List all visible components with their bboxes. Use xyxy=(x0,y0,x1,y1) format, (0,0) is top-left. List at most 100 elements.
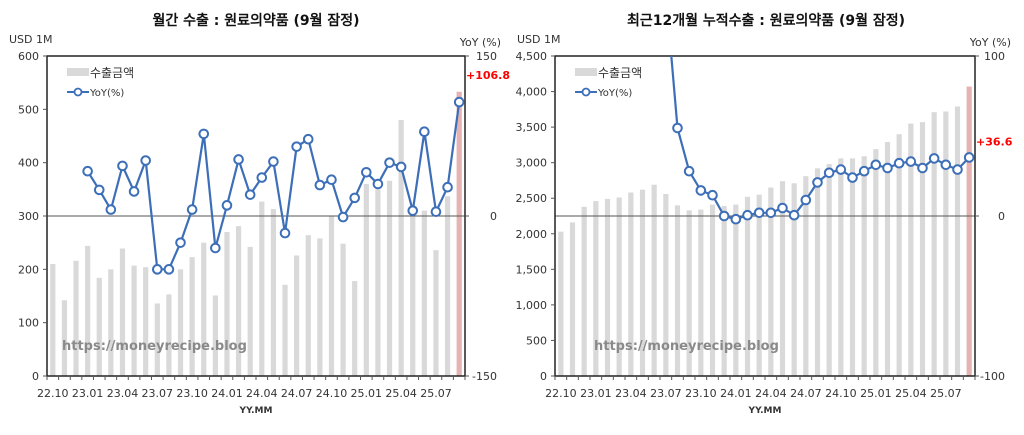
yoy-point-24.10 xyxy=(835,164,847,175)
x-tick-label: 23.10 xyxy=(176,387,208,400)
yoy-point-25.03 xyxy=(893,157,905,169)
bar-24.03 xyxy=(247,246,253,376)
chart-title: 최근12개월 누적수출 : 원료의약품 (9월 잠정) xyxy=(627,12,905,29)
y-tick-label: 200 xyxy=(18,263,39,276)
legend-bar-swatch xyxy=(67,68,89,76)
yoy-point-25.07 xyxy=(430,206,442,218)
legend-marker-icon xyxy=(581,87,591,97)
bar-25.01 xyxy=(363,184,369,376)
bar-24.11 xyxy=(849,158,856,376)
bar-25.09 xyxy=(456,91,462,376)
bar-24.02 xyxy=(235,226,242,376)
bar-25.02 xyxy=(884,142,891,376)
bar-25.02 xyxy=(375,189,381,376)
bar-25.06 xyxy=(931,112,937,376)
bar-24.03 xyxy=(756,194,762,376)
bar-25.05 xyxy=(919,122,926,376)
y-tick-label: 600 xyxy=(18,50,39,63)
y-tick-label: 0 xyxy=(32,370,39,383)
bar-22.12 xyxy=(581,206,587,376)
bar-23.04 xyxy=(119,248,126,376)
legend-line-label: YoY(%) xyxy=(597,88,632,99)
bar-25.08 xyxy=(444,196,451,376)
y-tick-label: 400 xyxy=(18,157,39,170)
yoy-point-24.12 xyxy=(349,192,360,204)
y-tick-label: 4,500 xyxy=(516,50,548,63)
bar-25.07 xyxy=(433,250,439,376)
bar-23.03 xyxy=(616,197,622,376)
y-tick-label: 500 xyxy=(526,334,547,347)
bar-24.10 xyxy=(328,216,335,376)
bar-23.05 xyxy=(639,189,646,376)
y2-tick-label: 100 xyxy=(984,50,1005,63)
bar-25.04 xyxy=(398,120,404,376)
yoy-point-24.01 xyxy=(730,213,742,225)
bar-24.02 xyxy=(744,196,751,376)
bar-25.06 xyxy=(421,210,427,376)
yoy-point-23.09 xyxy=(175,237,186,248)
yoy-point-25.07 xyxy=(940,159,952,171)
bar-23.12 xyxy=(212,295,218,376)
yoy-point-23.02 xyxy=(93,184,105,196)
y2-tick-label: 0 xyxy=(998,210,1005,223)
y2-tick-label: -100 xyxy=(980,370,1005,383)
yoy-point-25.09 xyxy=(963,152,975,163)
bar-22.11 xyxy=(569,222,576,376)
yoy-point-24.04 xyxy=(256,172,268,183)
chart-title: 월간 수출 : 원료의약품 (9월 잠정) xyxy=(152,12,359,29)
yoy-point-23.06 xyxy=(140,155,151,166)
yoy-point-25.04 xyxy=(395,161,407,173)
legend-bar-label: 수출금액 xyxy=(90,66,134,80)
bar-24.12 xyxy=(352,281,358,376)
y-axis-label: USD 1M xyxy=(517,33,561,46)
bar-23.02 xyxy=(96,277,102,376)
x-tick-label: 23.07 xyxy=(142,387,174,400)
yoy-point-25.01 xyxy=(361,166,372,178)
bar-23.10 xyxy=(698,209,704,376)
yoy-point-25.01 xyxy=(870,159,882,171)
legend-bar-swatch xyxy=(575,68,597,76)
x-axis-label: YY.MM xyxy=(239,406,273,416)
bar-24.07 xyxy=(803,176,809,376)
bar-23.06 xyxy=(651,184,657,376)
y-tick-label: 1,500 xyxy=(516,263,548,276)
y-tick-label: 300 xyxy=(18,210,39,223)
yoy-point-24.03 xyxy=(753,207,765,219)
yoy-point-23.12 xyxy=(210,242,221,254)
watermark: https://moneyrecipe.blog xyxy=(594,339,779,354)
yoy-point-25.03 xyxy=(384,157,395,168)
bar-23.08 xyxy=(674,205,681,376)
x-tick-label: 24.01 xyxy=(211,387,243,400)
yoy-point-24.06 xyxy=(279,227,291,239)
x-tick-label: 24.04 xyxy=(246,387,278,400)
x-tick-label: 23.04 xyxy=(615,387,647,400)
bar-25.04 xyxy=(908,123,914,376)
y-tick-label: 500 xyxy=(18,103,39,116)
x-tick-label: 23.07 xyxy=(650,387,682,400)
yoy-point-23.09 xyxy=(683,165,695,177)
bar-24.08 xyxy=(305,235,311,376)
x-tick-label: 24.01 xyxy=(720,387,752,400)
bar-24.07 xyxy=(294,255,300,376)
legend: 수출금액 YoY(%) xyxy=(575,66,642,99)
yoy-point-24.06 xyxy=(788,209,800,221)
x-tick-label: 24.04 xyxy=(755,387,787,400)
bar-22.12 xyxy=(73,260,79,376)
x-tick-label: 23.01 xyxy=(580,387,612,400)
bar-25.05 xyxy=(410,213,416,376)
yoy-point-25.02 xyxy=(882,162,893,174)
bar-24.04 xyxy=(768,187,774,376)
bar-23.12 xyxy=(721,206,727,376)
y2-axis-label: YoY (%) xyxy=(969,36,1011,49)
y2-tick-label: 0 xyxy=(490,210,497,223)
yoy-point-24.05 xyxy=(268,156,279,167)
yoy-point-24.07 xyxy=(291,141,302,152)
bar-23.03 xyxy=(108,269,114,376)
y-axis-label: USD 1M xyxy=(9,33,53,46)
bar-24.04 xyxy=(259,201,265,376)
bar-22.10 xyxy=(558,231,564,376)
bar-23.04 xyxy=(628,192,634,376)
legend-line-label: YoY(%) xyxy=(89,88,124,99)
legend-bar-label: 수출금액 xyxy=(598,66,642,80)
